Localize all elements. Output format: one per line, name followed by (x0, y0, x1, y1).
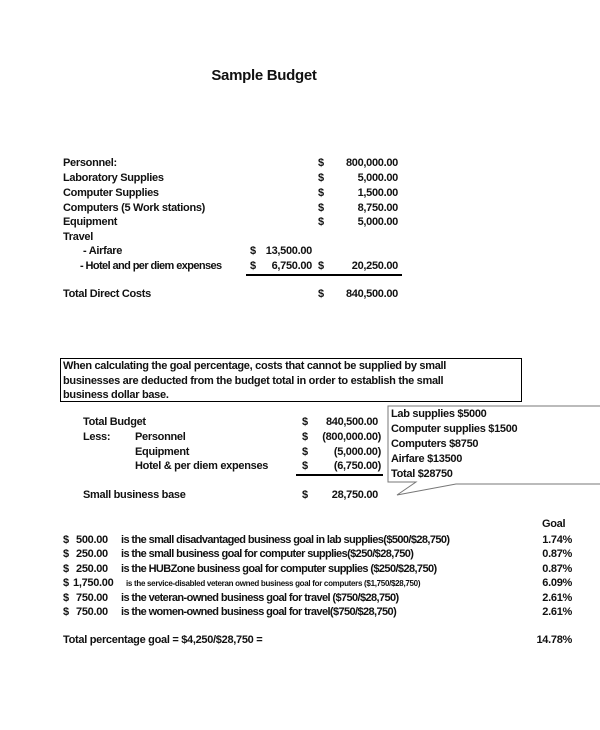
goal-amount: 500.00 (76, 534, 108, 546)
currency: $ (250, 260, 256, 272)
currency: $ (250, 245, 256, 257)
small-base-label: Small business base (83, 489, 186, 501)
goal-text: is the HUBZone business goal for compute… (121, 563, 437, 575)
goal-amount: 750.00 (76, 606, 108, 618)
hotel-amount: 6,750.00 (271, 260, 313, 272)
amount: 800,000.00 (345, 157, 398, 169)
currency: $ (318, 187, 324, 199)
airfare-amount: 13,500.00 (265, 245, 313, 257)
currency: $ (63, 606, 69, 618)
amount: (6,750.00) (333, 460, 381, 472)
currency: $ (63, 592, 69, 604)
goal-amount: 250.00 (76, 563, 108, 575)
currency: $ (318, 216, 324, 228)
goal-text: is the service-disabled veteran owned bu… (126, 579, 421, 588)
note-line: businesses are deducted from the budget … (63, 375, 444, 387)
underline (296, 474, 383, 476)
currency: $ (302, 431, 308, 443)
airfare-label: - Airfare (83, 245, 123, 257)
total-direct-label: Total Direct Costs (63, 288, 151, 300)
goal-text: is the small business goal for computer … (121, 548, 414, 560)
currency: $ (63, 563, 69, 575)
amount: 1,500.00 (357, 187, 399, 199)
total-budget-label: Total Budget (83, 416, 146, 428)
goal-pct: 0.87% (542, 563, 572, 575)
goal-text: is the small disadvantaged business goal… (121, 534, 450, 546)
currency: $ (302, 446, 308, 458)
currency: $ (318, 157, 324, 169)
row-label: Computer Supplies (63, 187, 159, 199)
currency: $ (63, 534, 69, 546)
note-line: business dollar base. (63, 389, 169, 401)
row-label: Hotel & per diem expenses (135, 460, 269, 472)
callout-line: Airfare $13500 (391, 453, 463, 465)
goal-amount: 250.00 (76, 548, 108, 560)
currency: $ (63, 577, 69, 589)
currency: $ (302, 460, 308, 472)
goal-amount: 750.00 (76, 592, 108, 604)
row-label: Personnel (135, 431, 186, 443)
goal-amount: 1,750.00 (73, 577, 114, 589)
amount: (5,000.00) (333, 446, 381, 458)
page-title: Sample Budget (211, 67, 317, 84)
amount: 5,000.00 (357, 216, 399, 228)
row-label: Equipment (63, 216, 118, 228)
goal-text: is the veteran-owned business goal for t… (121, 592, 399, 604)
total-budget-amount: 840,500.00 (325, 416, 378, 428)
currency: $ (302, 416, 308, 428)
callout-line: Computers $8750 (391, 438, 479, 450)
row-label: Laboratory Supplies (63, 172, 164, 184)
goal-pct: 2.61% (542, 592, 572, 604)
travel-label: Travel (63, 231, 94, 243)
underline (246, 274, 402, 276)
row-label: Computers (5 Work stations) (63, 202, 206, 214)
amount: 5,000.00 (357, 172, 399, 184)
callout-line: Lab supplies $5000 (391, 408, 487, 420)
goal-header: Goal (542, 518, 566, 530)
travel-subtotal: 20,250.00 (351, 260, 399, 272)
goal-pct: 1.74% (542, 534, 572, 546)
total-goal-label: Total percentage goal = $4,250/$28,750 = (63, 634, 263, 646)
note-line: When calculating the goal percentage, co… (63, 360, 447, 372)
total-direct-amount: 840,500.00 (345, 288, 398, 300)
goal-text: is the women-owned business goal for tra… (121, 606, 397, 618)
small-base-amount: 28,750.00 (331, 489, 379, 501)
goal-pct: 0.87% (542, 548, 572, 560)
note-box (60, 358, 522, 402)
callout-line: Total $28750 (391, 468, 453, 480)
row-label: Equipment (135, 446, 190, 458)
currency: $ (302, 489, 308, 501)
amount: 8,750.00 (357, 202, 399, 214)
row-label: Personnel: (63, 157, 117, 169)
currency: $ (318, 172, 324, 184)
less-label: Less: (83, 431, 111, 443)
goal-pct: 2.61% (542, 606, 572, 618)
goal-pct: 6.09% (542, 577, 572, 589)
currency: $ (318, 288, 324, 300)
currency: $ (318, 202, 324, 214)
currency: $ (318, 260, 324, 272)
hotel-label: - Hotel and per diem expenses (80, 260, 222, 272)
currency: $ (63, 548, 69, 560)
amount: (800,000.00) (322, 431, 381, 443)
total-goal-pct: 14.78% (536, 634, 572, 646)
callout-line: Computer supplies $1500 (391, 423, 518, 435)
